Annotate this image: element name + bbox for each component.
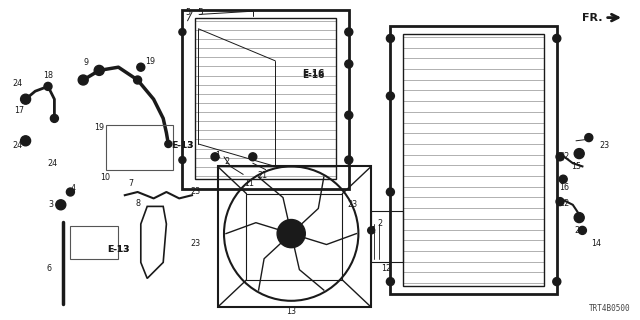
Text: 11: 11 [244,180,255,188]
Circle shape [137,63,145,71]
Circle shape [345,60,353,68]
Circle shape [553,278,561,286]
Text: 23: 23 [190,239,200,248]
Circle shape [179,156,186,164]
Text: E-13: E-13 [108,245,129,254]
Text: 2: 2 [377,220,382,228]
Text: TRT4B0500: TRT4B0500 [589,304,630,313]
Circle shape [56,200,66,210]
Circle shape [387,188,394,196]
Text: 5: 5 [185,8,190,17]
Text: 13: 13 [286,308,296,316]
Text: 2: 2 [225,157,230,166]
Circle shape [134,76,141,84]
Text: 20: 20 [574,226,584,235]
Circle shape [211,153,219,161]
Text: 5: 5 [197,8,202,17]
Text: 12: 12 [381,264,391,273]
Circle shape [165,140,172,148]
Circle shape [44,82,52,90]
Circle shape [20,94,31,104]
Text: 23: 23 [190,188,200,196]
Circle shape [574,212,584,223]
Text: 8: 8 [135,199,140,208]
Circle shape [387,34,394,42]
Circle shape [368,227,374,234]
Text: 1: 1 [370,226,375,235]
Text: 24: 24 [47,159,58,168]
Text: 15: 15 [571,162,581,171]
Circle shape [51,114,58,122]
Text: FR.: FR. [582,12,603,23]
Text: 18: 18 [43,71,53,80]
Circle shape [387,278,394,286]
Text: 3: 3 [49,200,54,209]
Text: E-13: E-13 [172,141,193,150]
Text: 22: 22 [559,152,570,161]
Text: 19: 19 [145,57,156,66]
Text: 6: 6 [47,264,52,273]
Text: 24: 24 [12,79,22,88]
Circle shape [345,28,353,36]
Circle shape [579,226,586,234]
Text: 9: 9 [84,58,89,67]
Circle shape [556,197,564,205]
Text: 19: 19 [94,124,104,132]
Text: E-13: E-13 [172,141,193,150]
Circle shape [249,153,257,161]
Text: 23: 23 [347,200,357,209]
Circle shape [67,188,74,196]
Text: 24: 24 [12,141,22,150]
Text: 22: 22 [559,199,570,208]
Text: 16: 16 [559,183,570,192]
Polygon shape [141,206,166,278]
Text: 14: 14 [591,239,602,248]
Text: 21: 21 [257,172,268,180]
Circle shape [94,65,104,76]
Circle shape [387,92,394,100]
Circle shape [277,220,305,248]
Circle shape [574,148,584,159]
Circle shape [345,111,353,119]
Circle shape [20,136,31,146]
Circle shape [585,134,593,141]
Circle shape [559,175,567,183]
Circle shape [78,75,88,85]
Text: 1: 1 [215,151,220,160]
Circle shape [345,156,353,164]
Text: E-16: E-16 [303,71,324,80]
Text: 4: 4 [71,184,76,193]
Text: 10: 10 [100,173,111,182]
Text: E-13: E-13 [108,245,129,254]
Text: 23: 23 [600,141,610,150]
Circle shape [179,28,186,36]
Circle shape [553,34,561,42]
Text: E-16: E-16 [303,69,324,78]
Text: 7: 7 [129,180,134,188]
Text: 17: 17 [14,106,24,115]
Circle shape [556,153,564,161]
